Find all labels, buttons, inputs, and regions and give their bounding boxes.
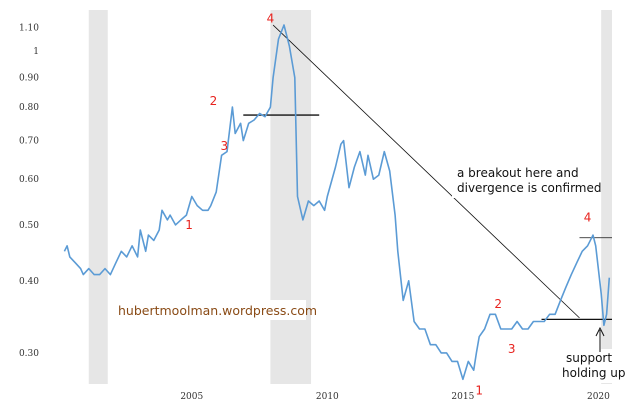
y-axis-ticks: 0.30 0.40 0.50 0.60 0.70 0.80 0.90 1 1.10 (19, 23, 39, 359)
y-tick-label: 1 (33, 47, 39, 57)
y-tick-label: 1.10 (19, 23, 39, 33)
recession-shading (88, 10, 612, 384)
breakout-annotation-line-1: a breakout here and (457, 166, 579, 180)
wave-labels: 1 2 3 4 1 2 3 4 (185, 11, 591, 397)
y-tick-label: 0.50 (19, 221, 39, 231)
support-annotation: support holding up (560, 349, 636, 383)
support-annotation-line-2: holding up (562, 366, 626, 380)
wave-label: 2 (210, 94, 218, 108)
x-tick-label: 2020 (587, 392, 610, 402)
y-tick-label: 0.90 (19, 74, 39, 84)
wave-label: 4 (267, 11, 275, 25)
watermark: hubertmoolman.wordpress.com (114, 300, 317, 320)
recession-band-0 (88, 10, 108, 384)
x-axis-ticks: 2005 2010 2015 2020 (180, 392, 610, 402)
y-tick-label: 0.40 (19, 277, 39, 287)
wave-label: 1 (475, 384, 483, 398)
wave-label: 2 (494, 297, 502, 311)
x-tick-label: 2015 (451, 392, 474, 402)
wave-label: 4 (584, 210, 592, 224)
wave-label: 3 (220, 139, 228, 153)
y-tick-label: 0.80 (19, 103, 39, 113)
wave-label: 1 (185, 218, 193, 232)
watermark-text: hubertmoolman.wordpress.com (118, 303, 317, 318)
y-tick-label: 0.60 (19, 175, 39, 185)
breakout-annotation: a breakout here and divergence is confir… (452, 164, 601, 198)
support-annotation-line-1: support (566, 351, 612, 365)
wave-label: 3 (508, 342, 516, 356)
support-arrow (595, 326, 605, 352)
series-line (63, 24, 611, 381)
x-tick-label: 2005 (180, 392, 203, 402)
breakout-annotation-line-2: divergence is confirmed (457, 181, 601, 195)
y-tick-label: 0.30 (19, 349, 39, 359)
trend-lines (243, 24, 612, 320)
recession-band-2 (601, 10, 612, 384)
y-tick-label: 0.70 (19, 137, 39, 147)
downtrend-line (272, 24, 580, 319)
x-tick-label: 2010 (316, 392, 339, 402)
recession-band-1 (270, 10, 312, 384)
